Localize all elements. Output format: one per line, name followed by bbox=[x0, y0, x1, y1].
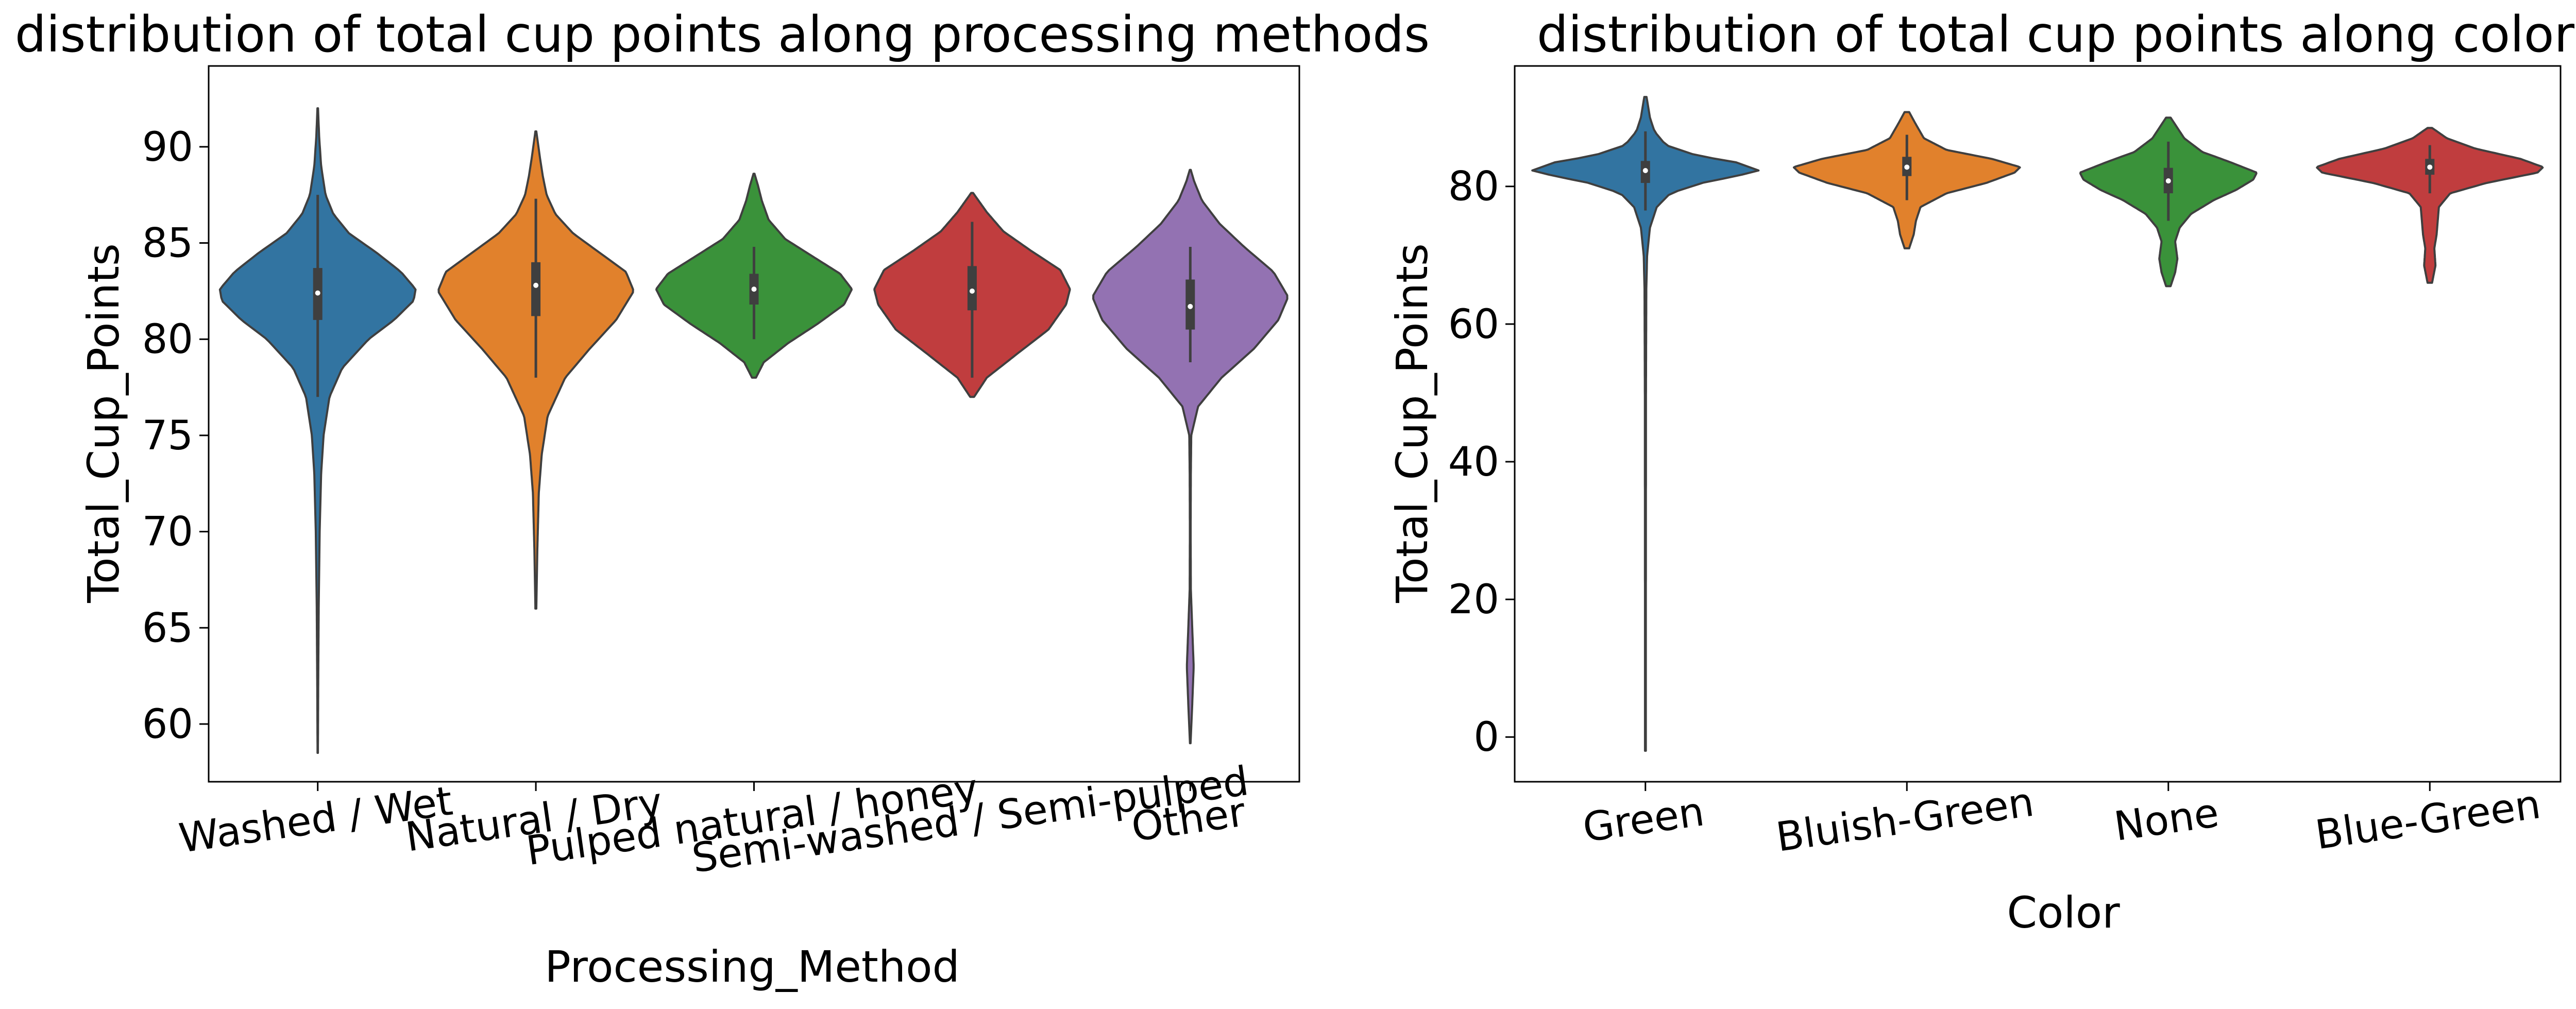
y-tick-label: 60 bbox=[142, 701, 193, 748]
y-tick-label: 60 bbox=[1448, 301, 1499, 348]
median-marker-other bbox=[1188, 304, 1193, 309]
median-marker-green bbox=[1642, 168, 1648, 174]
violin-washed-wet bbox=[218, 107, 417, 754]
violin-other bbox=[1092, 169, 1289, 745]
x-tick-label-blue-green: Blue-Green bbox=[2313, 781, 2544, 859]
y-tick-label: 80 bbox=[142, 316, 193, 363]
y-tick-label: 90 bbox=[142, 124, 193, 171]
y-tick-label: 20 bbox=[1448, 577, 1499, 623]
y-tick-label: 40 bbox=[1448, 439, 1499, 485]
y-tick-label: 70 bbox=[142, 509, 193, 556]
x-tick-label-bluish-green: Bluish-Green bbox=[1773, 779, 2037, 861]
y-tick-label: 75 bbox=[142, 413, 193, 459]
median-marker-pulped-natural-honey bbox=[751, 287, 757, 292]
y-tick-label: 65 bbox=[142, 605, 193, 651]
y-tick-label: 85 bbox=[142, 221, 193, 267]
violin-green bbox=[1531, 96, 1760, 752]
median-marker-washed-wet bbox=[315, 290, 320, 296]
plot-frame bbox=[1514, 65, 2562, 783]
median-marker-semi-washed-semi-pulped bbox=[969, 288, 975, 294]
iqr-box-semi-washed-semi-pulped bbox=[967, 266, 977, 311]
y-axis-label-processing: Total_Cup_Points bbox=[78, 243, 129, 603]
processing-method-violin-panel: distribution of total cup points along p… bbox=[15, 6, 1430, 992]
y-tick-label: 0 bbox=[1473, 714, 1499, 761]
iqr-box-natural-dry bbox=[531, 262, 541, 316]
x-tick-label-green: Green bbox=[1580, 788, 1707, 851]
median-marker-none bbox=[2165, 178, 2171, 184]
median-marker-natural-dry bbox=[533, 282, 539, 288]
color-violin-panel: distribution of total cup points along c… bbox=[1387, 6, 2576, 938]
x-tick-label-none: None bbox=[2111, 790, 2222, 850]
y-tick-label: 80 bbox=[1448, 164, 1499, 210]
x-axis-label-color: Color bbox=[2007, 887, 2120, 938]
chart-title-processing: distribution of total cup points along p… bbox=[15, 6, 1430, 63]
y-axis-label-color: Total_Cup_Points bbox=[1387, 243, 1437, 603]
chart-title-color: distribution of total cup points along c… bbox=[1537, 6, 2576, 63]
median-marker-blue-green bbox=[2427, 164, 2433, 170]
median-marker-bluish-green bbox=[1904, 164, 1910, 170]
x-axis-label-processing: Processing_Method bbox=[545, 941, 960, 992]
violin-blue-green bbox=[2316, 127, 2544, 284]
